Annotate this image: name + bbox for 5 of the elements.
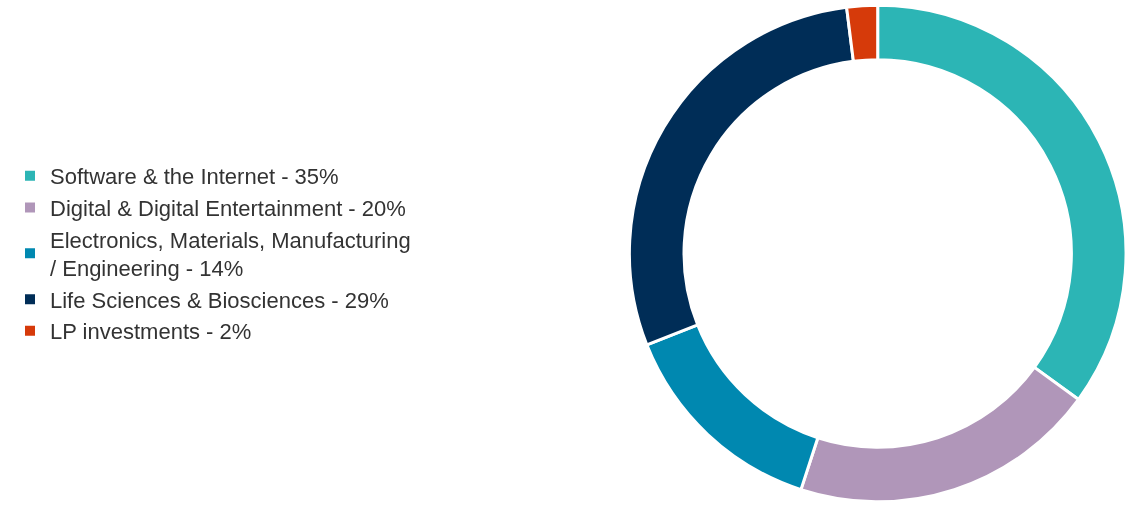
legend-label: Electronics, Materials, Manufacturing / Engineering - 14% [50,227,411,282]
legend-label: Software & the Internet - 35% [50,164,339,190]
legend-label: Digital & Digital Entertainment - 20% [50,195,406,221]
legend-label: Life Sciences & Biosciences - 29% [50,287,389,313]
legend-label: LP investments - 2% [50,319,252,345]
